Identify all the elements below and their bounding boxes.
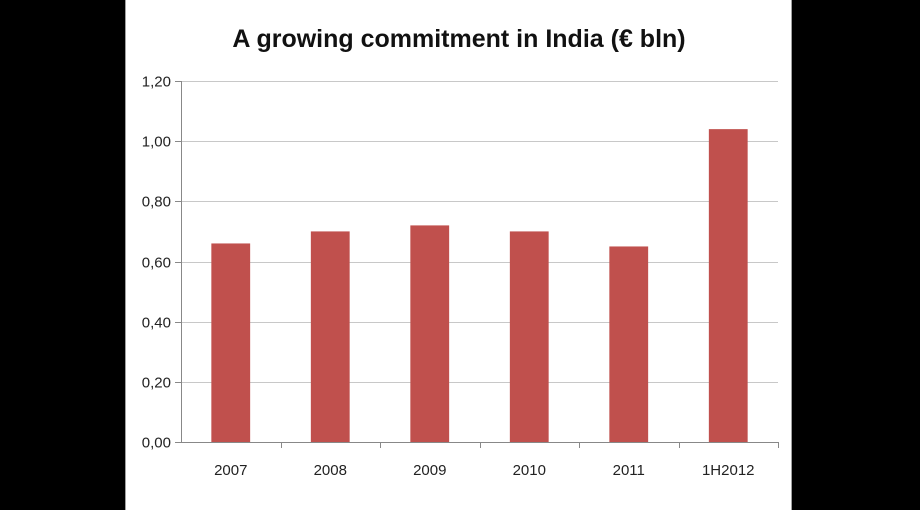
chart-title: A growing commitment in India (€ bln) — [232, 25, 685, 53]
bar-2009 — [410, 225, 450, 442]
bar-2010 — [509, 231, 549, 442]
y-tick-label: 1,00 — [142, 134, 171, 151]
x-tick-label: 2007 — [214, 462, 247, 479]
y-tick-label: 0,00 — [142, 435, 171, 452]
x-tick-label: 2011 — [613, 462, 645, 479]
bar-2008 — [310, 231, 350, 442]
bar-1h2012 — [708, 129, 748, 442]
y-tick-label: 1,20 — [142, 74, 171, 91]
bar-2007 — [211, 243, 251, 442]
bar-chart: A growing commitment in India (€ bln) 0,… — [142, 25, 779, 479]
x-tick-label: 2008 — [314, 462, 347, 479]
y-tick-labels: 0,00 0,20 0,40 0,60 0,80 1,00 1,20 — [142, 74, 171, 452]
y-tick-label: 0,40 — [142, 315, 171, 332]
axes — [175, 81, 779, 448]
x-tick-labels: 2007 2008 2009 2010 2011 1H2012 — [214, 462, 754, 479]
bars — [211, 129, 748, 442]
x-tick-label: 1H2012 — [702, 462, 755, 479]
gridlines — [181, 81, 778, 383]
y-tick-label: 0,80 — [142, 194, 171, 211]
chart-panel: A growing commitment in India (€ bln) 0,… — [125, 0, 792, 510]
bar-2011 — [609, 246, 649, 442]
y-tick-label: 0,60 — [142, 255, 171, 272]
y-tick-label: 0,20 — [142, 375, 171, 392]
x-tick-label: 2009 — [413, 462, 446, 479]
x-tick-label: 2010 — [513, 462, 546, 479]
